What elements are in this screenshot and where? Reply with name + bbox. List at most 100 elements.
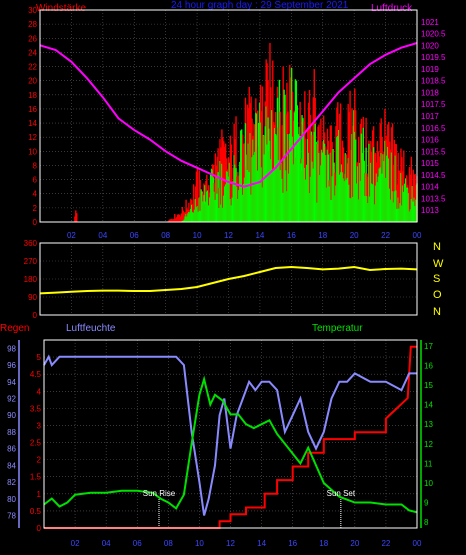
direction-y-tick-label: 180	[24, 275, 38, 284]
temperature-line	[43, 375, 418, 514]
labels-layer: 02468101214161820222426283010131013.5101…	[7, 6, 446, 548]
wind-y-tick-label: 28	[28, 20, 37, 29]
direction-y-tick-label: 270	[24, 257, 38, 266]
rain-y-tick-label: 0	[37, 524, 42, 533]
pressure-line	[39, 42, 418, 188]
wind-panel-x-tick-label: 08	[161, 231, 170, 240]
rain-axis-title: Regen	[0, 323, 29, 334]
wind-y-tick-label: 10	[28, 147, 37, 156]
climate-panel-x-tick-label: 10	[195, 539, 204, 548]
climate-panel-x-tick-label: 04	[102, 539, 111, 548]
pressure-y-tick-label: 1017	[421, 112, 439, 121]
wind-y-tick-label: 2	[33, 204, 38, 213]
humidity-y-tick-label: 82	[7, 478, 16, 487]
wind-y-tick-label: 30	[28, 6, 37, 15]
temperature-y-tick-label: 11	[424, 459, 433, 468]
rain-y-tick-label: 2.5	[30, 439, 42, 448]
wind-y-tick-label: 8	[33, 161, 38, 170]
wind-y-tick-label: 12	[28, 133, 37, 142]
wind-y-tick-label: 0	[33, 218, 38, 227]
temperature-y-tick-label: 15	[424, 381, 433, 390]
rain-y-tick-label: 1	[37, 490, 42, 499]
humidity-y-tick-label: 84	[7, 461, 16, 470]
direction-y-tick-label: 90	[28, 293, 37, 302]
wind-y-tick-label: 16	[28, 105, 37, 114]
climate-panel-x-tick-label: 14	[257, 539, 266, 548]
humidity-y-tick-label: 88	[7, 428, 16, 437]
direction-y-tick-label: 360	[24, 239, 38, 248]
compass-south: S	[433, 273, 440, 285]
wind-panel-x-tick-label: 12	[224, 231, 233, 240]
wind-panel-x-tick-label: 00	[413, 231, 422, 240]
rain-y-tick-label: 3.5	[30, 404, 42, 413]
temperature-axis-title: Temperatur	[312, 323, 363, 334]
wind-y-tick-label: 26	[28, 34, 37, 43]
climate-panel-x-tick-label: 18	[319, 539, 328, 548]
rain-y-tick-label: 2	[37, 456, 42, 465]
compass-north-bottom: N	[433, 306, 441, 318]
rain-y-tick-label: 0.5	[30, 507, 42, 516]
wind-y-tick-label: 22	[28, 63, 37, 72]
climate-panel-x-tick-label: 02	[71, 539, 80, 548]
humidity-y-tick-label: 96	[7, 361, 16, 370]
temperature-y-tick-label: 14	[424, 401, 433, 410]
pressure-y-tick-label: 1013	[421, 206, 439, 215]
pressure-y-tick-label: 1018.5	[421, 77, 446, 86]
wind-y-tick-label: 6	[33, 176, 38, 185]
wind-panel-x-tick-label: 16	[287, 231, 296, 240]
climate-panel-x-tick-label: 22	[381, 539, 390, 548]
sunset-label: Sun Set	[327, 489, 356, 498]
temperature-y-tick-label: 8	[424, 518, 429, 527]
temperature-y-tick-label: 17	[424, 342, 433, 351]
axes-layer	[18, 9, 422, 529]
temperature-y-tick-label: 16	[424, 361, 433, 370]
rain-y-tick-label: 4.5	[30, 370, 42, 379]
wind-axis-title: Windstärke	[36, 3, 86, 14]
direction-y-tick-label: 0	[33, 311, 38, 320]
rain-y-tick-label: 1.5	[30, 473, 42, 482]
wind-panel-frame	[39, 9, 418, 223]
wind-panel-x-tick-label: 18	[318, 231, 327, 240]
pressure-y-tick-label: 1019	[421, 65, 439, 74]
pressure-y-tick-label: 1018	[421, 88, 439, 97]
rain-y-tick-label: 3	[37, 421, 42, 430]
wind-y-tick-label: 24	[28, 48, 37, 57]
climate-panel-frame	[43, 339, 418, 529]
climate-panel-x-tick-label: 20	[350, 539, 359, 548]
rain-y-tick-label: 4	[37, 387, 42, 396]
pressure-y-tick-label: 1013.5	[421, 194, 446, 203]
compass-east: O	[433, 289, 442, 301]
wind-panel-x-tick-label: 22	[381, 231, 390, 240]
rain-line	[44, 345, 417, 529]
wind-panel-x-tick-label: 10	[193, 231, 202, 240]
pressure-y-tick-label: 1015	[421, 159, 439, 168]
wind-panel-x-tick-label: 02	[67, 231, 76, 240]
compass-west: W	[433, 258, 444, 270]
wind-panel-x-tick-label: 20	[350, 231, 359, 240]
pressure-y-tick-label: 1017.5	[421, 100, 446, 109]
pressure-y-tick-label: 1021	[421, 18, 439, 27]
pressure-y-tick-label: 1020.5	[421, 30, 446, 39]
compass-north-top: N	[433, 241, 441, 253]
temperature-y-tick-label: 13	[424, 420, 433, 429]
pressure-y-tick-label: 1014	[421, 183, 439, 192]
direction-panel-frame	[39, 242, 418, 316]
pressure-axis-title: Luftdruck	[371, 3, 413, 14]
humidity-y-tick-label: 80	[7, 495, 16, 504]
humidity-y-tick-label: 78	[7, 511, 16, 520]
climate-panel-x-tick-label: 06	[133, 539, 142, 548]
wind-y-tick-label: 20	[28, 77, 37, 86]
climate-panel-x-tick-label: 00	[413, 539, 422, 548]
humidity-axis-title: Luftfeuchte	[66, 323, 116, 334]
pressure-y-tick-label: 1016	[421, 136, 439, 145]
sunrise-label: Sun Rise	[143, 489, 176, 498]
wind-panel-x-tick-label: 06	[130, 231, 139, 240]
humidity-y-tick-label: 94	[7, 378, 16, 387]
temperature-y-tick-label: 12	[424, 440, 433, 449]
climate-panel-x-tick-label: 08	[164, 539, 173, 548]
wind-direction-line	[39, 265, 418, 295]
chart-title: 24 hour graph day : 29 September 2021	[171, 0, 349, 11]
wind-panel-x-tick-label: 14	[255, 231, 264, 240]
rain-y-tick-label: 5	[37, 353, 42, 362]
